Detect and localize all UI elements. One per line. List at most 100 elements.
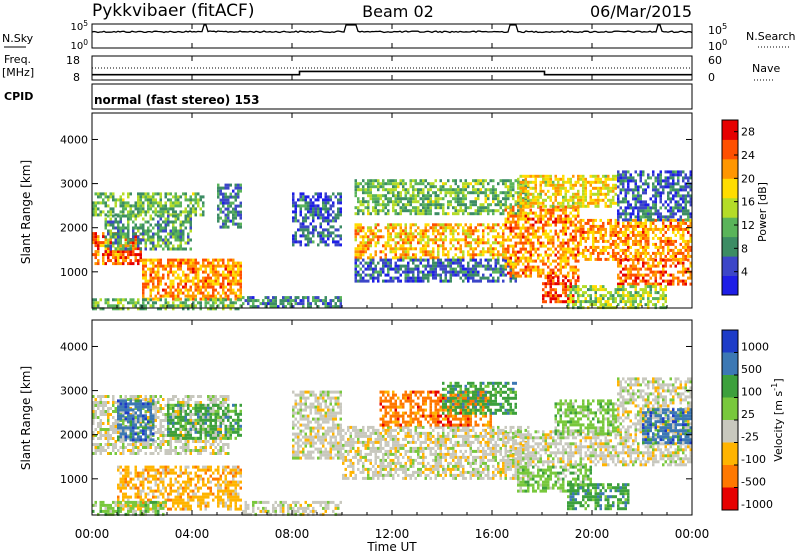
range-cell	[172, 220, 175, 224]
range-cell	[229, 270, 232, 274]
range-cell	[177, 235, 180, 239]
range-cell	[619, 239, 622, 243]
range-cell	[154, 223, 157, 227]
range-cell	[629, 257, 632, 261]
range-cell	[649, 294, 652, 298]
range-cell	[337, 207, 340, 211]
range-cell	[144, 282, 147, 286]
range-cell	[629, 276, 632, 280]
range-cell	[227, 261, 230, 265]
range-cell	[652, 242, 655, 246]
range-cell	[99, 298, 102, 302]
range-cell	[294, 207, 297, 211]
range-cell	[404, 182, 407, 186]
range-cell	[437, 253, 440, 257]
range-cell	[477, 279, 480, 283]
range-cell	[622, 209, 625, 213]
range-cell	[317, 234, 320, 238]
range-cell	[489, 258, 492, 262]
range-cell	[487, 209, 490, 213]
range-cell	[189, 285, 192, 289]
range-cell	[199, 307, 202, 311]
range-cell	[679, 227, 682, 231]
range-cell	[187, 307, 190, 311]
range-cell	[687, 258, 690, 262]
range-cell	[627, 203, 630, 207]
range-cell	[479, 203, 482, 207]
range-cell	[527, 226, 530, 230]
range-cell	[212, 301, 215, 305]
range-cell	[107, 259, 110, 263]
range-cell	[524, 259, 527, 263]
range-cell	[127, 192, 130, 196]
range-cell	[442, 250, 445, 254]
date-title: 06/Mar/2015	[590, 2, 692, 21]
range-cell	[519, 204, 522, 208]
range-cell	[524, 211, 527, 215]
range-cell	[252, 302, 255, 306]
range-cell	[572, 183, 575, 187]
range-cell	[592, 242, 595, 246]
range-cell	[547, 238, 550, 242]
range-cell	[157, 264, 160, 268]
range-cell	[329, 204, 332, 208]
range-cell	[659, 254, 662, 258]
range-cell	[479, 258, 482, 262]
range-cell	[552, 180, 555, 184]
range-cell	[549, 195, 552, 199]
range-cell	[442, 197, 445, 201]
range-cell	[104, 250, 107, 254]
range-cell	[384, 247, 387, 251]
range-cell	[644, 179, 647, 183]
range-cell	[92, 419, 95, 422]
range-cell	[292, 195, 295, 199]
range-cell	[609, 221, 612, 225]
range-cell	[219, 216, 222, 220]
range-cell	[402, 244, 405, 248]
range-cell	[114, 247, 117, 251]
range-cell	[564, 262, 567, 266]
range-cell	[664, 170, 667, 174]
range-cell	[457, 247, 460, 251]
range-cell	[574, 214, 577, 218]
range-cell	[464, 241, 467, 245]
range-cell	[589, 257, 592, 261]
range-cell	[362, 191, 365, 195]
range-cell	[422, 235, 425, 239]
range-cell	[552, 211, 555, 215]
range-cell	[219, 225, 222, 229]
range-cell	[137, 201, 140, 205]
range-cell	[334, 216, 337, 220]
range-cell	[674, 206, 677, 210]
range-cell	[624, 254, 627, 258]
range-cell	[239, 285, 242, 289]
range-cell	[489, 229, 492, 233]
range-cell	[599, 230, 602, 234]
range-cell	[682, 176, 685, 180]
range-cell	[317, 299, 320, 303]
range-cell	[162, 241, 165, 245]
range-cell	[529, 226, 532, 230]
range-cell	[649, 300, 652, 304]
range-cell	[399, 223, 402, 227]
range-cell	[399, 209, 402, 213]
range-cell	[517, 250, 520, 254]
range-cell	[627, 294, 630, 298]
range-cell	[319, 207, 322, 211]
range-cell	[222, 222, 225, 226]
range-cell	[169, 232, 172, 236]
range-cell	[402, 197, 405, 201]
range-cell	[367, 212, 370, 216]
range-cell	[612, 233, 615, 237]
range-cell	[504, 206, 507, 210]
range-cell	[539, 244, 542, 248]
range-cell	[339, 207, 342, 211]
range-cell	[624, 170, 627, 174]
range-cell	[232, 210, 235, 214]
range-cell	[474, 238, 477, 242]
range-cell	[189, 261, 192, 265]
range-cell	[354, 261, 357, 265]
range-cell	[122, 210, 125, 214]
range-cell	[582, 218, 585, 222]
range-cell	[372, 273, 375, 277]
